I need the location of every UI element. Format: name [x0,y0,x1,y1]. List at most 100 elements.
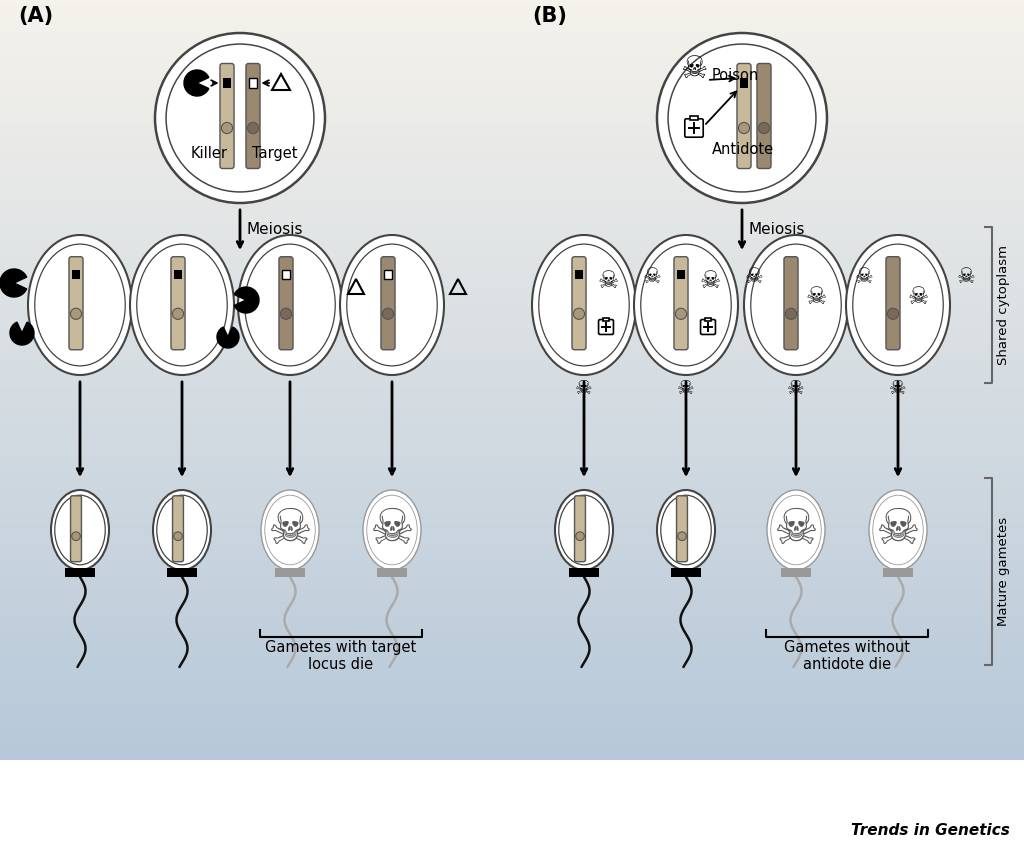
Text: ☠: ☠ [699,269,721,293]
Bar [0,320,1024,325]
Bar [0,826,1024,832]
Bar [0,234,1024,239]
Ellipse shape [744,235,848,375]
Bar [0,324,1024,329]
Bar [377,568,408,577]
Bar [0,528,1024,533]
Bar [0,55,1024,60]
Bar [0,490,1024,495]
Bar [0,771,1024,776]
Bar [690,116,697,120]
Bar [0,251,1024,256]
Bar [0,652,1024,657]
Bar [0,665,1024,670]
Bar [0,183,1024,188]
Bar [0,503,1024,508]
Text: ☠: ☠ [855,267,873,287]
Bar [677,270,685,279]
Bar [0,831,1024,836]
Ellipse shape [532,235,636,375]
FancyBboxPatch shape [71,496,82,561]
Bar [0,447,1024,452]
Text: ☠: ☠ [370,506,415,554]
Bar [0,128,1024,133]
Bar [0,0,1024,5]
Bar [0,494,1024,499]
Bar [0,98,1024,103]
Bar [569,568,599,577]
Bar [0,430,1024,435]
Bar [0,81,1024,86]
Bar [0,707,1024,712]
Bar [574,270,583,279]
Bar [0,247,1024,252]
Bar [0,579,1024,584]
Bar [0,805,1024,810]
Bar [0,733,1024,738]
Text: Meiosis: Meiosis [246,222,302,238]
Bar [0,822,1024,827]
Text: Target: Target [252,146,298,161]
Bar [0,775,1024,780]
Bar [0,767,1024,772]
Ellipse shape [261,490,319,570]
Ellipse shape [657,490,715,570]
Bar [0,9,1024,14]
Bar [0,588,1024,593]
Bar [0,746,1024,751]
Bar [0,473,1024,478]
Bar [0,34,1024,39]
Wedge shape [217,327,239,348]
Bar [0,537,1024,542]
Text: (A): (A) [18,6,53,26]
Bar [0,669,1024,674]
Text: ☠: ☠ [773,506,818,554]
Text: ☠: ☠ [267,506,312,554]
Bar [0,622,1024,627]
Bar [0,456,1024,461]
Bar [0,349,1024,354]
Bar [0,532,1024,538]
Bar [0,26,1024,31]
Bar [0,345,1024,350]
Ellipse shape [869,490,927,570]
Ellipse shape [634,235,738,375]
Bar [0,166,1024,171]
Circle shape [573,308,585,320]
Bar [174,270,182,279]
Bar [603,318,609,321]
Bar [0,213,1024,218]
Wedge shape [0,269,27,297]
Bar [0,601,1024,606]
Bar [0,413,1024,418]
Bar [0,618,1024,623]
Bar [249,78,257,88]
Ellipse shape [767,490,825,570]
Bar [0,788,1024,793]
Circle shape [172,308,183,320]
Bar [0,656,1024,661]
Bar [0,780,1024,785]
Ellipse shape [28,235,132,375]
Wedge shape [184,70,209,96]
Bar [0,111,1024,116]
Bar [0,106,1024,112]
Bar [0,818,1024,823]
Bar [167,568,197,577]
Bar [0,682,1024,687]
Circle shape [785,308,797,320]
Bar [0,17,1024,22]
Text: Gametes with target
locus die: Gametes with target locus die [265,640,417,672]
Bar [0,520,1024,525]
FancyBboxPatch shape [572,256,586,350]
Bar [0,136,1024,141]
Bar [671,568,701,577]
Bar [0,550,1024,555]
Text: ☠: ☠ [575,379,593,399]
Text: Shared cytoplasm: Shared cytoplasm [997,245,1010,365]
Bar [0,315,1024,320]
Bar [0,648,1024,653]
Bar [282,270,290,279]
Text: Mature gametes: Mature gametes [997,517,1010,626]
Bar [0,635,1024,640]
